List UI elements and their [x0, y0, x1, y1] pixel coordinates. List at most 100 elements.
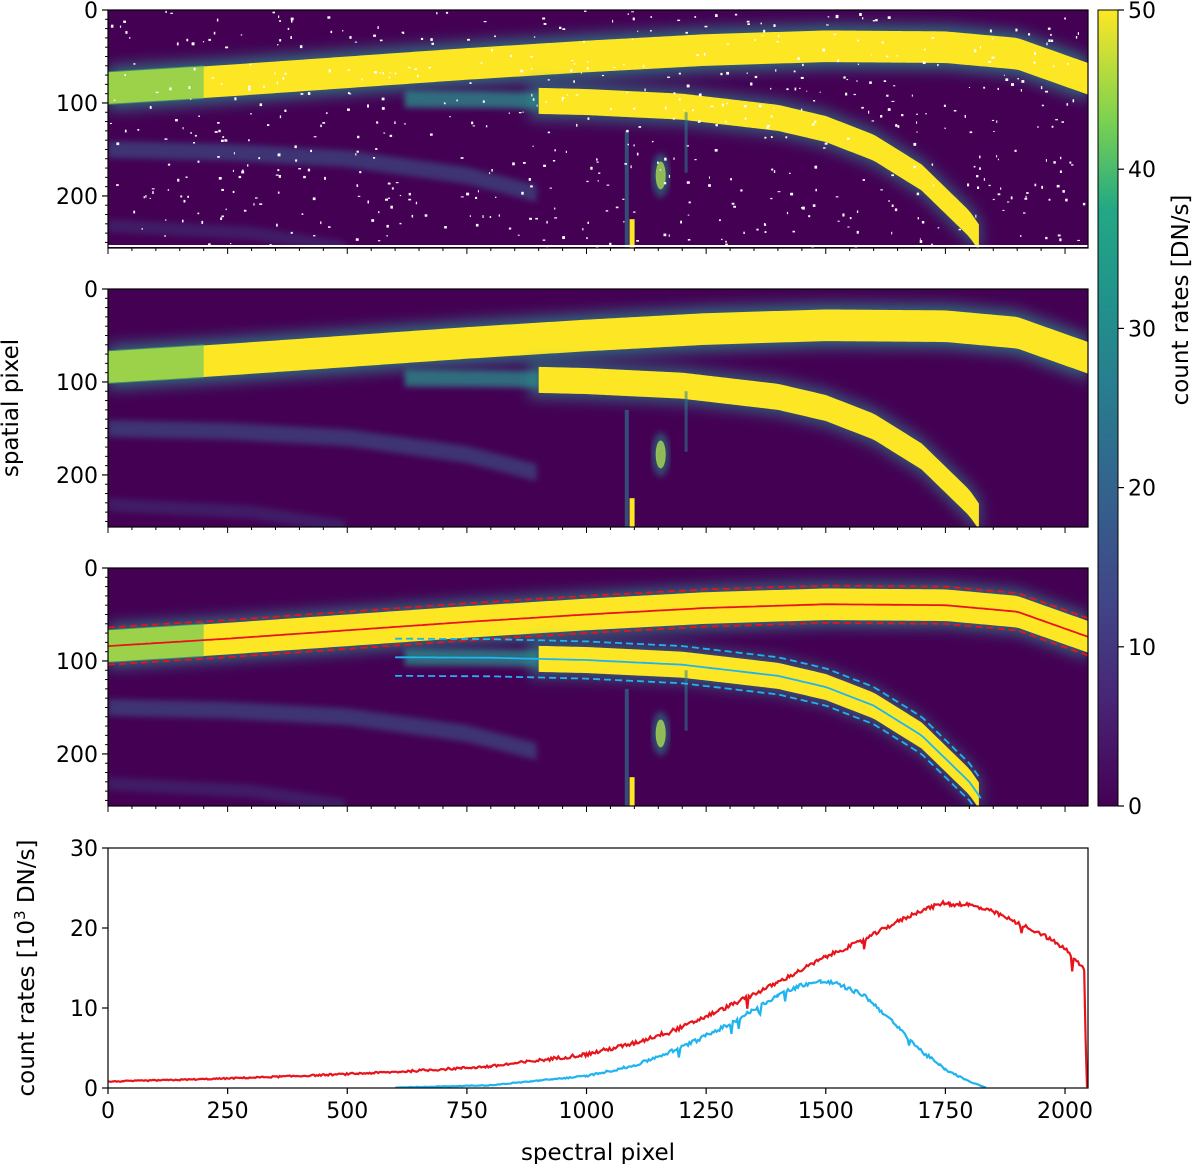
- cosmic-ray: [357, 135, 360, 139]
- cosmic-ray: [278, 15, 280, 18]
- cosmic-ray: [249, 63, 252, 66]
- cosmic-ray: [698, 93, 702, 97]
- cosmic-ray: [477, 190, 479, 193]
- cosmic-ray: [469, 82, 472, 84]
- cosmic-ray: [482, 215, 484, 218]
- cosmic-ray: [220, 217, 223, 220]
- cosmic-ray: [197, 212, 200, 215]
- cosmic-ray: [854, 246, 858, 248]
- cosmic-ray: [322, 122, 326, 124]
- cosmic-ray: [610, 108, 612, 110]
- cosmic-ray: [743, 231, 745, 234]
- cosmic-ray: [913, 165, 916, 169]
- ghost-trace: [108, 219, 346, 248]
- cosmic-ray: [615, 206, 619, 209]
- cosmic-ray: [643, 64, 645, 68]
- cosmic-ray: [546, 220, 548, 224]
- cosmic-ray: [214, 131, 218, 133]
- cosmic-ray: [931, 243, 933, 247]
- cosmic-ray: [1041, 104, 1044, 107]
- cosmic-ray: [605, 210, 609, 212]
- cosmic-ray: [491, 49, 493, 52]
- cosmic-ray: [677, 19, 681, 21]
- cosmic-ray: [263, 85, 265, 88]
- cosmic-ray: [430, 38, 433, 41]
- cosmic-ray: [294, 145, 297, 149]
- cosmic-ray: [632, 17, 635, 21]
- cosmic-ray: [320, 124, 322, 128]
- cosmic-ray: [554, 217, 558, 219]
- cosmic-ray: [573, 63, 576, 65]
- cosmic-ray: [580, 72, 582, 74]
- zero-order-spot: [629, 777, 635, 806]
- cosmic-ray: [756, 228, 759, 231]
- cosmic-ray: [586, 237, 588, 240]
- order-1-trace-center: [108, 603, 1088, 647]
- cosmic-ray: [565, 150, 567, 153]
- cosmic-ray: [520, 69, 524, 73]
- cosmic-ray: [495, 196, 497, 198]
- cosmic-ray: [466, 192, 470, 196]
- cosmic-ray: [475, 196, 478, 199]
- cosmic-ray: [989, 29, 992, 33]
- cosmic-ray: [299, 45, 303, 49]
- cosmic-ray: [1045, 159, 1047, 162]
- order-1-spectrum: [108, 899, 1088, 1088]
- cosmic-ray: [543, 23, 547, 25]
- zero-order-spot: [629, 219, 635, 248]
- cosmic-ray: [1047, 27, 1051, 30]
- cosmic-ray: [449, 116, 451, 118]
- cosmic-ray: [1053, 65, 1055, 68]
- cosmic-ray: [683, 109, 685, 111]
- cosmic-ray: [823, 147, 826, 149]
- cosmic-ray: [382, 72, 384, 75]
- cosmic-ray: [773, 170, 776, 173]
- cosmic-ray: [508, 227, 512, 230]
- cosmic-ray: [613, 67, 616, 68]
- cosmic-ray: [880, 189, 883, 191]
- cosmic-ray: [218, 177, 222, 180]
- cosmic-ray: [1011, 83, 1014, 86]
- cosmic-ray: [875, 19, 878, 22]
- cosmic-ray: [686, 181, 690, 184]
- cosmic-ray: [916, 113, 918, 115]
- cosmic-ray: [431, 42, 434, 45]
- cosmic-ray: [388, 76, 391, 79]
- cosmic-ray: [853, 93, 856, 96]
- cosmic-ray: [767, 124, 771, 127]
- cosmic-ray: [456, 99, 458, 102]
- cosmic-ray: [125, 31, 128, 34]
- bright-source-glow: [651, 432, 670, 477]
- cosmic-ray: [869, 81, 872, 84]
- cosmic-ray: [633, 107, 636, 110]
- cosmic-ray: [811, 123, 815, 126]
- cosmic-ray: [378, 211, 380, 214]
- ylabel-spatial-pixel: spatial pixel: [0, 339, 24, 477]
- cosmic-ray: [933, 184, 935, 187]
- cosmic-ray: [793, 70, 796, 73]
- cosmic-ray: [1059, 238, 1062, 242]
- cosmic-ray: [240, 34, 243, 36]
- cosmic-ray: [696, 54, 699, 57]
- cosmic-ray: [182, 219, 184, 223]
- cosmic-ray: [287, 27, 290, 30]
- cosmic-ray: [786, 211, 789, 215]
- cosmic-ray: [763, 29, 766, 33]
- order-2-trace-lower: [395, 674, 975, 806]
- cosmic-ray: [250, 113, 252, 115]
- colorbar-frame: [1097, 9, 1119, 807]
- cosmic-ray: [276, 223, 278, 227]
- colorbar-tick-label: 30: [1128, 317, 1156, 342]
- y-tick-label: 0: [84, 278, 98, 303]
- cosmic-ray: [627, 13, 629, 15]
- panel-spectra-axis: 0 250 500 750 1000 1250 1500 1750 2000 0 10 20 30: [70, 837, 1093, 1124]
- cosmic-ray: [688, 201, 691, 204]
- cosmic-ray: [744, 117, 747, 120]
- cosmic-ray: [522, 111, 524, 113]
- cosmic-ray: [624, 163, 627, 165]
- cosmic-ray: [566, 94, 568, 96]
- cosmic-ray: [837, 59, 840, 63]
- cosmic-ray: [291, 20, 293, 23]
- cosmic-ray: [606, 184, 610, 186]
- cosmic-ray: [165, 219, 167, 221]
